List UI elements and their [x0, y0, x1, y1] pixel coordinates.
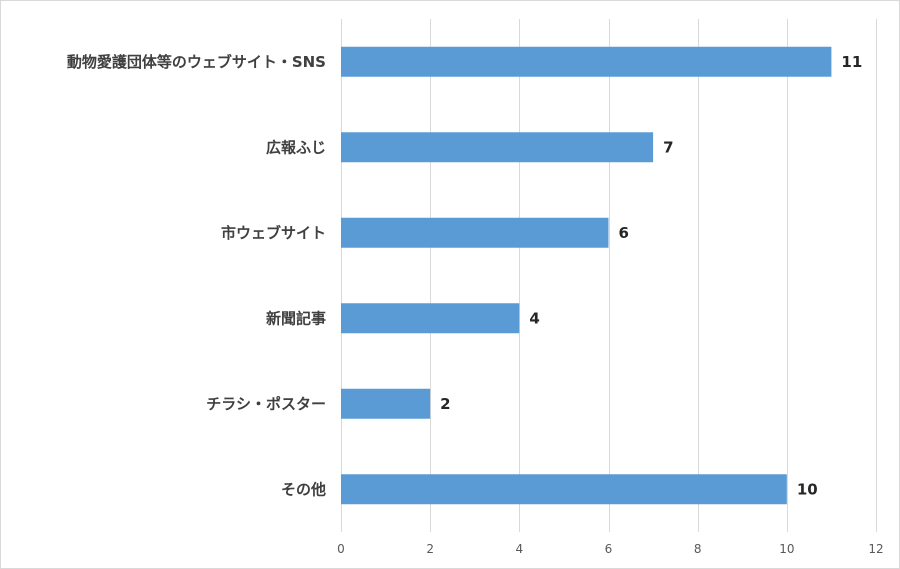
- value-label-3: 4: [529, 309, 539, 327]
- bar-1: [341, 132, 654, 163]
- x-tick-label-10: 10: [779, 542, 794, 556]
- bar-2: [341, 217, 609, 248]
- x-tick-label-12: 12: [868, 542, 883, 556]
- x-tick-label-0: 0: [337, 542, 345, 556]
- x-tick-label-8: 8: [694, 542, 702, 556]
- category-label-5: その他: [281, 480, 326, 498]
- category-label-0: 動物愛護団体等のウェブサイト・SNS: [67, 53, 326, 71]
- category-label-3: 新聞記事: [266, 309, 326, 327]
- category-label-4: チラシ・ポスター: [206, 395, 326, 413]
- x-tick-label-2: 2: [426, 542, 434, 556]
- x-tick-label-4: 4: [516, 542, 524, 556]
- x-tick-label-6: 6: [605, 542, 613, 556]
- value-labels: 11 7 6 4 2 10: [440, 53, 862, 499]
- category-label-2: 市ウェブサイト: [221, 224, 326, 242]
- x-axis-tick-labels: 0 2 4 6 8 10 12: [337, 542, 883, 556]
- bar-5: [341, 474, 787, 505]
- bars: [341, 46, 832, 505]
- value-label-5: 10: [797, 480, 818, 498]
- category-labels: 動物愛護団体等のウェブサイト・SNS 広報ふじ市ウェブサイト新聞記事チラシ・ポスタ…: [67, 53, 326, 499]
- value-label-1: 7: [663, 138, 673, 156]
- category-label-1: 広報ふじ: [266, 138, 326, 156]
- bar-3: [341, 303, 520, 334]
- bar-4: [341, 388, 431, 419]
- value-label-2: 6: [619, 224, 629, 242]
- value-label-4: 2: [440, 395, 450, 413]
- gridlines: [341, 19, 877, 532]
- bar-0: [341, 46, 832, 77]
- value-label-0: 11: [841, 53, 862, 71]
